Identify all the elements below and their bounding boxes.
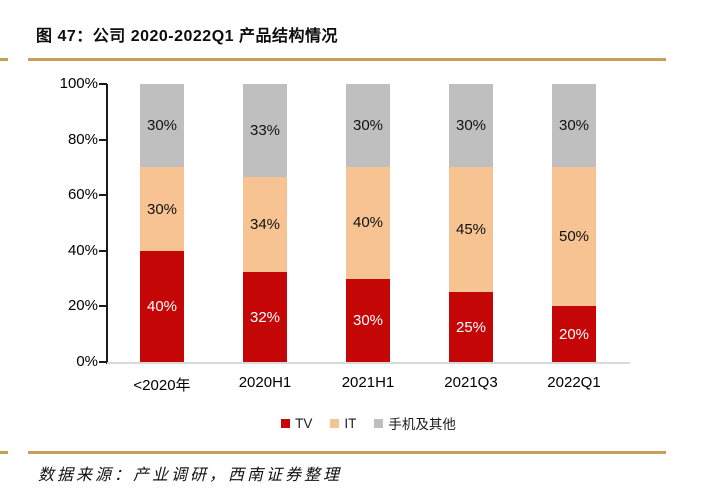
legend-swatch-icon xyxy=(374,418,384,428)
legend-label: IT xyxy=(344,415,357,431)
bar-segment-it: 50% xyxy=(552,167,596,307)
x-axis-category-label: 2021H1 xyxy=(341,374,395,391)
y-axis-tick xyxy=(99,249,107,252)
y-axis-tick xyxy=(99,138,107,141)
bar-segment-other: 30% xyxy=(346,84,390,168)
bar-segment-tv: 25% xyxy=(449,292,493,362)
bar-segment-other: 30% xyxy=(552,84,596,168)
bar-segment-tv: 30% xyxy=(346,278,390,362)
x-axis-line xyxy=(107,362,630,364)
legend-item-other: 手机及其他 xyxy=(374,413,456,433)
bar-segment-tv: 40% xyxy=(140,250,184,362)
x-axis-category-label: 2022Q1 xyxy=(547,374,601,391)
bar-segment-it: 45% xyxy=(449,167,493,293)
legend-label: 手机及其他 xyxy=(388,417,456,432)
bar-segment-other: 30% xyxy=(140,84,184,168)
x-axis-category-label: 2021Q3 xyxy=(444,374,498,391)
legend-swatch-icon xyxy=(281,418,291,428)
bar-segment-tv: 32% xyxy=(243,272,287,362)
y-axis-tick xyxy=(99,194,107,197)
bar-segment-it: 30% xyxy=(140,167,184,251)
legend-swatch-icon xyxy=(330,418,340,428)
y-axis-tick xyxy=(99,361,107,363)
figure-title: 图 47：公司 2020-2022Q1 产品结构情况 xyxy=(36,28,338,45)
y-axis-tick-label: 0% xyxy=(76,353,98,370)
legend-item-it: IT xyxy=(330,416,356,431)
title-rule xyxy=(28,58,666,61)
bar-column: 30% 30% 40% xyxy=(140,84,184,362)
y-axis-tick-label: 40% xyxy=(67,241,98,259)
y-axis-tick-label: 80% xyxy=(67,130,98,148)
x-axis-category-label: 2020H1 xyxy=(238,374,292,391)
bar-column: 30% 50% 20% xyxy=(552,84,596,362)
bar-segment-it: 34% xyxy=(243,176,287,273)
legend-item-tv: TV xyxy=(281,416,312,431)
bar-column: 33% 34% 32% xyxy=(243,84,287,362)
bar-column: 30% 40% 30% xyxy=(346,84,390,362)
bar-column: 30% 45% 25% xyxy=(449,84,493,362)
x-axis-category-label: <2020年 xyxy=(133,377,191,394)
footer-rule xyxy=(28,451,666,454)
title-rule-left-stub xyxy=(0,58,8,61)
y-axis-tick-label: 100% xyxy=(59,75,98,92)
y-axis-tick xyxy=(99,83,107,85)
legend-label: TV xyxy=(295,415,313,431)
y-axis-tick-label: 20% xyxy=(67,297,98,315)
y-axis-tick xyxy=(99,305,107,308)
chart-legend: TV IT 手机及其他 xyxy=(107,413,630,433)
y-axis-line xyxy=(106,84,108,364)
bar-segment-other: 30% xyxy=(449,84,493,168)
source-note: 数据来源：产业调研，西南证券整理 xyxy=(38,467,343,484)
bar-segment-other: 33% xyxy=(243,84,287,177)
bar-segment-it: 40% xyxy=(346,167,390,279)
y-axis-tick-label: 60% xyxy=(67,186,98,204)
bar-segment-tv: 20% xyxy=(552,306,596,362)
footer-rule-left-stub xyxy=(0,451,8,454)
